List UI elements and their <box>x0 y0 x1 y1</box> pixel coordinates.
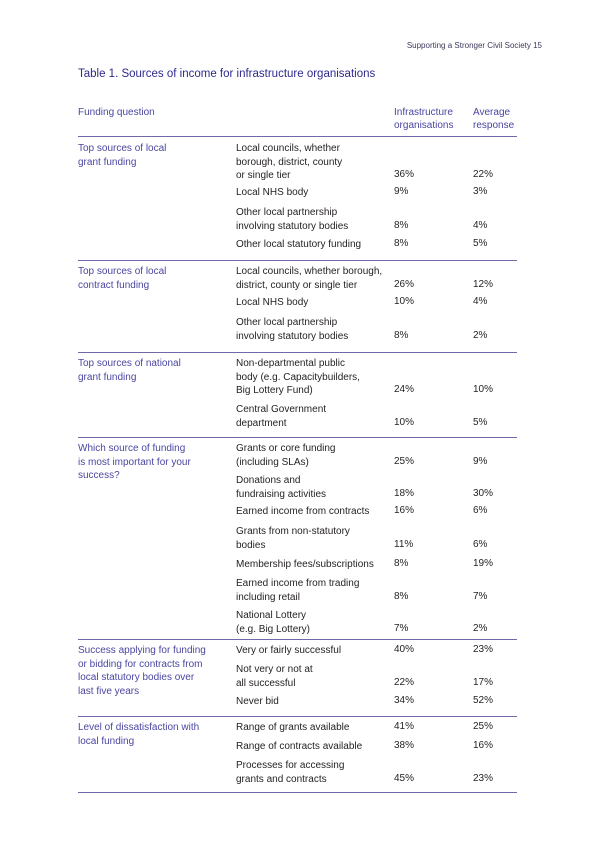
table-rule <box>78 352 517 353</box>
table-rule <box>78 792 517 793</box>
column-header-average: Average response <box>473 107 515 131</box>
table-cell-average: 3% <box>473 186 488 197</box>
table-cell-average: 52% <box>473 695 494 706</box>
table-cell-average: 2% <box>473 622 488 634</box>
table-cell-average: 23% <box>473 644 494 655</box>
table-cell-infrastructure: 16% <box>394 505 415 516</box>
table-cell-average: 5% <box>473 416 488 428</box>
table-row-source: National Lottery (e.g. Big Lottery) <box>236 610 310 635</box>
table-cell-average: 10% <box>473 384 494 395</box>
table-cell-average: 30% <box>473 487 494 499</box>
table-row-source: Non-departmental public body (e.g. Capaci… <box>236 358 360 396</box>
group-label: Top sources of national grant funding <box>78 358 181 383</box>
table-cell-infrastructure: 8% <box>394 238 409 249</box>
table-rule <box>78 136 517 137</box>
table-cell-infrastructure: 41% <box>394 721 415 732</box>
table-cell-infrastructure: 40% <box>394 644 415 655</box>
table-cell-average: 22% <box>473 169 494 180</box>
group-label: Top sources of local contract funding <box>78 266 167 291</box>
table-cell-average: 25% <box>473 721 494 732</box>
table-row-source: Local councils, whether borough, district… <box>236 266 383 291</box>
table-row-source: Donations and fundraising activities <box>236 475 327 500</box>
table-row-source: Earned income from contracts <box>236 506 370 517</box>
table-cell-infrastructure: 38% <box>394 740 415 751</box>
table-row-source: Local NHS body <box>236 187 309 198</box>
table-title: Table 1. Sources of income for infrastru… <box>78 68 376 80</box>
table-cell-infrastructure: 8% <box>394 590 409 602</box>
table-rule <box>78 437 517 438</box>
table-cell-average: 4% <box>473 219 488 231</box>
table-cell-infrastructure: 18% <box>394 487 415 499</box>
table-cell-average: 12% <box>473 278 494 290</box>
group-label: Top sources of local grant funding <box>78 143 167 168</box>
group-label: Success applying for funding or bidding f… <box>78 645 206 697</box>
group-label: Level of dissatisfaction with local fundi… <box>78 722 200 747</box>
column-header-question: Funding question <box>78 107 155 118</box>
table-cell-infrastructure: 10% <box>394 296 415 307</box>
table-cell-infrastructure: 34% <box>394 695 415 706</box>
table-row-source: Grants from non-statutory bodies <box>236 526 350 551</box>
table-row-source: Membership fees/subscriptions <box>236 559 374 570</box>
table-cell-average: 4% <box>473 296 488 307</box>
table-cell-average: 17% <box>473 676 494 688</box>
table-cell-infrastructure: 24% <box>394 384 415 395</box>
table-cell-average: 19% <box>473 558 494 569</box>
table-cell-average: 6% <box>473 538 488 550</box>
table-row-source: Not very or not at all successful <box>236 664 313 689</box>
table-row-source: Very or fairly successful <box>236 645 342 656</box>
table-cell-infrastructure: 8% <box>394 219 409 231</box>
table-row-source: Central Government department <box>236 404 327 429</box>
table-row-source: Processes for accessing grants and contra… <box>236 760 345 785</box>
table-cell-average: 7% <box>473 590 488 602</box>
table-row-source: Local NHS body <box>236 297 309 308</box>
table-cell-infrastructure: 36% <box>394 169 415 180</box>
table-row-source: Range of contracts available <box>236 741 363 752</box>
table-cell-average: 2% <box>473 329 488 341</box>
table-cell-infrastructure: 11% <box>394 538 414 550</box>
table-cell-average: 5% <box>473 238 488 249</box>
table-cell-infrastructure: 45% <box>394 772 415 784</box>
column-header-infrastructure: Infrastructure organisations <box>394 107 454 131</box>
table-rule <box>78 260 517 261</box>
table-cell-infrastructure: 10% <box>394 416 415 428</box>
page-header: Supporting a Stronger Civil Society 15 <box>406 41 542 50</box>
table-rule <box>78 716 517 717</box>
table-row-source: Range of grants available <box>236 722 350 733</box>
table-cell-infrastructure: 22% <box>394 676 415 688</box>
table-cell-infrastructure: 8% <box>394 558 409 569</box>
table-cell-infrastructure: 7% <box>394 622 409 634</box>
table-rule <box>78 639 517 640</box>
table-cell-infrastructure: 8% <box>394 329 409 341</box>
table-cell-infrastructure: 25% <box>394 455 415 467</box>
table-cell-average: 9% <box>473 455 488 467</box>
table-cell-average: 16% <box>473 740 494 751</box>
table-row-source: Grants or core funding (including SLAs) <box>236 443 336 468</box>
table-row-source: Other local statutory funding <box>236 239 362 250</box>
table-cell-average: 23% <box>473 772 494 784</box>
table-row-source: Never bid <box>236 696 279 707</box>
table-cell-average: 6% <box>473 505 488 516</box>
table-row-source: Local councils, whether borough, district… <box>236 143 343 181</box>
table-row-source: Other local partnership involving statuto… <box>236 317 349 342</box>
table-row-source: Other local partnership involving statuto… <box>236 207 349 232</box>
table-cell-infrastructure: 9% <box>394 186 409 197</box>
table-row-source: Earned income from trading including reta… <box>236 578 360 603</box>
table-cell-infrastructure: 26% <box>394 278 415 290</box>
group-label: Which source of funding is most important… <box>78 443 191 481</box>
